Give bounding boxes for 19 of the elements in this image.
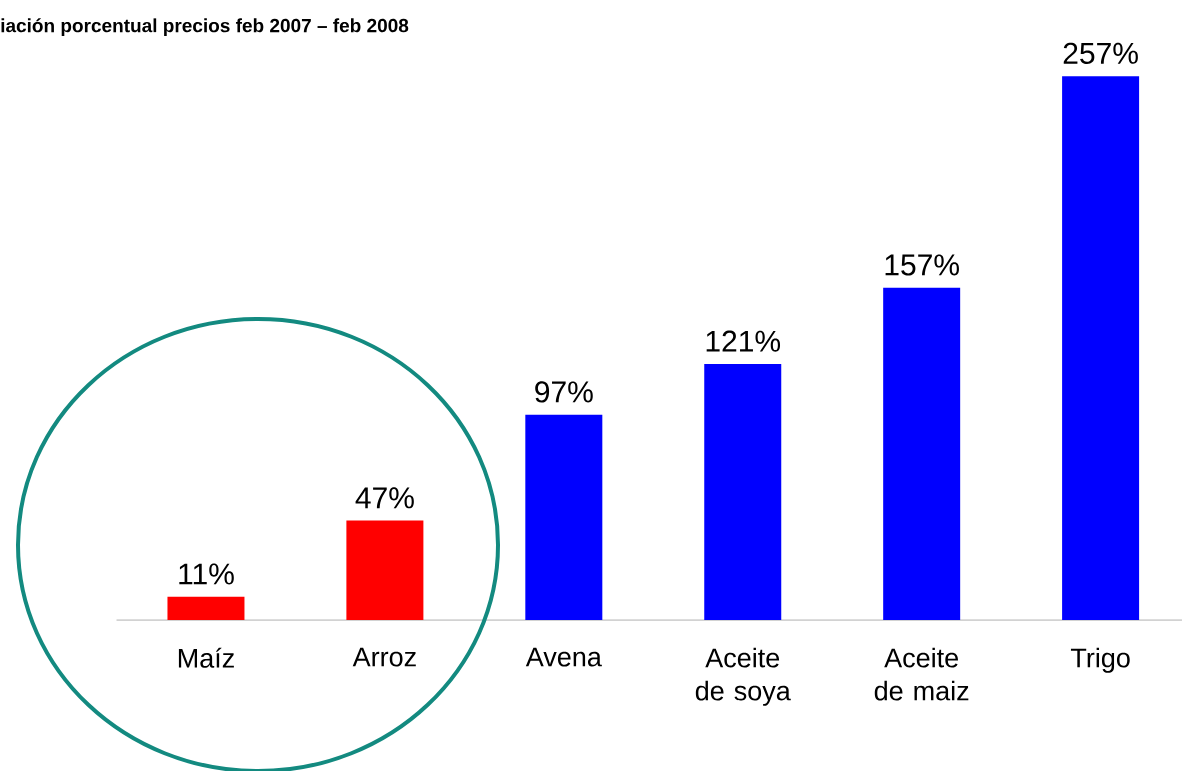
data-label: 97% [535,381,593,403]
x-tick-label: Aceite de soya [695,647,791,706]
chart-title: iación porcentual precios feb 2007 – feb 2008 [1,18,409,37]
data-label: 157% [885,254,959,276]
data-label: 47% [355,487,414,509]
data-label: 11% [179,563,234,585]
x-tick-label: Maíz [178,647,234,668]
x-tick-label: Trigo [1070,647,1130,673]
x-tick-label: Aceite de maiz [874,647,969,701]
bar [704,363,782,620]
bar [167,596,245,620]
x-tick-label: Avena [525,647,602,667]
bar [346,520,424,620]
data-label: 257% [1063,42,1138,64]
data-label: 121% [706,330,781,352]
bar [883,287,961,620]
bar [525,414,603,620]
bar [1062,76,1140,620]
x-tick-label: Arroz [352,647,416,667]
